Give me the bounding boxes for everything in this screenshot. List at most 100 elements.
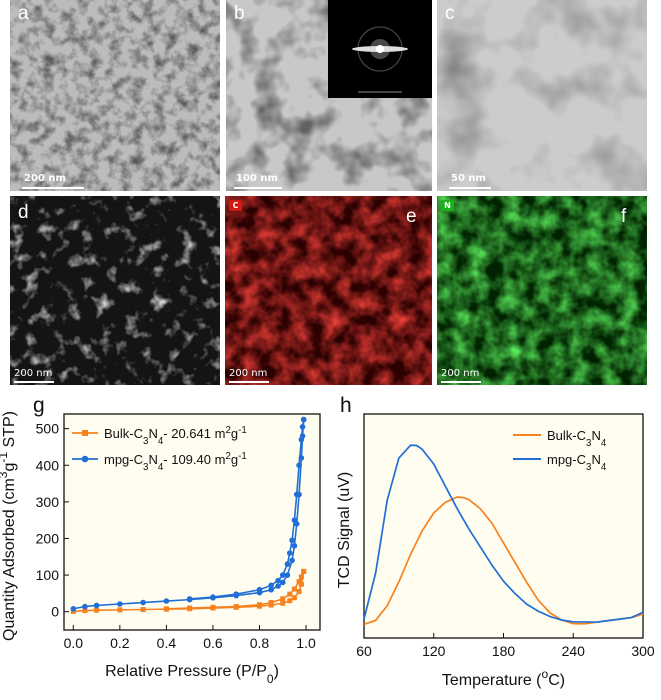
tem-texture-c <box>437 0 647 191</box>
tpd-chart: 60 120 180 240 300 Temperature (oC) TCD Signal… <box>336 413 655 689</box>
data-point-g <box>268 582 274 589</box>
saed-inset <box>328 0 432 98</box>
y-axis-label-h: TCD Signal (uV) <box>336 472 353 588</box>
data-point-g <box>256 586 263 593</box>
x-tick-label-g: 0.6 <box>203 635 223 651</box>
x-tick-label-g: 0.2 <box>110 635 130 651</box>
data-point-g <box>140 599 146 606</box>
data-point-g <box>298 574 304 580</box>
legend-marker-g <box>81 455 89 463</box>
data-point-g <box>82 608 88 614</box>
x-tick-label-h: 300 <box>631 643 655 659</box>
data-point-g <box>268 602 274 608</box>
data-point-g <box>287 598 293 604</box>
scalebar-c <box>449 187 491 189</box>
element-tag-nitrogen: N <box>441 200 454 211</box>
data-point-g <box>291 517 298 523</box>
chart-area: g h 0.0 0.2 0.4 0.6 0.8 1.0 0 100 200 300 400 500 Re… <box>0 394 655 689</box>
legend-label-h: Bulk-C3N4 <box>547 428 607 449</box>
eds-map-nitrogen: N f 200 nm <box>437 196 647 385</box>
data-point-g <box>301 568 307 574</box>
y-tick-label-g: 200 <box>36 530 60 546</box>
x-tick-label-g: 0.0 <box>64 635 84 651</box>
panel-letter-d: d <box>18 202 29 223</box>
data-point-g <box>284 572 291 578</box>
x-tick-label-h: 120 <box>422 643 446 659</box>
y-tick-label-g: 500 <box>36 421 60 437</box>
panel-letter-f: f <box>621 206 627 227</box>
panel-letter-b: b <box>234 3 245 24</box>
tem-texture-b <box>226 0 432 191</box>
data-point-g <box>289 537 295 544</box>
x-tick-label-g: 0.8 <box>250 635 270 651</box>
plot-frame-g <box>63 413 321 631</box>
tem-image-c: c 50 nm <box>437 0 647 191</box>
data-point-g <box>70 605 77 612</box>
data-point-g <box>280 600 286 606</box>
data-point-g <box>279 579 286 586</box>
data-point-g <box>284 561 291 567</box>
panel-letter-g: g <box>33 394 45 417</box>
series-line-h-1 <box>363 444 644 624</box>
scalebar-e <box>229 381 269 383</box>
legend-label-g: mpg-C3N4- 109.40 m2g-1 <box>104 451 247 473</box>
data-point-g <box>275 583 281 589</box>
data-point-g <box>233 604 239 610</box>
data-point-g <box>94 607 100 613</box>
scalebar-label-e: 200 nm <box>229 368 268 379</box>
tem-image-a: a 200 nm <box>10 0 220 191</box>
eds-texture-f <box>437 196 647 385</box>
eds-texture-e <box>225 196 432 385</box>
data-point-g <box>93 602 100 609</box>
legend-label-h: mpg-C3N4 <box>547 452 607 473</box>
y-tick-label-g: 100 <box>36 567 60 583</box>
scalebar-f <box>441 381 481 383</box>
y-tick-label-g: 400 <box>36 457 60 473</box>
x-axis-label-h: Temperature (oC) <box>442 667 565 689</box>
scalebar-b <box>234 187 282 189</box>
legend-marker-g <box>82 430 88 436</box>
data-point-g <box>117 601 123 607</box>
element-tag-carbon: C <box>229 200 242 211</box>
data-point-g <box>300 416 307 423</box>
data-point-g <box>163 606 169 612</box>
data-point-g <box>187 605 193 611</box>
data-point-g <box>279 572 286 578</box>
stem-texture-d <box>10 196 220 385</box>
x-axis-label-g: Relative Pressure (P/P0) <box>105 663 279 686</box>
data-point-g <box>117 607 123 613</box>
data-point-g <box>289 557 295 564</box>
data-point-g <box>293 491 300 498</box>
stem-image-d: d 200 nm <box>10 196 220 385</box>
data-point-g <box>299 424 306 430</box>
y-tick-label-g: 300 <box>36 494 60 510</box>
panel-letter-h: h <box>340 394 352 417</box>
scalebar-label-d: 200 nm <box>14 368 53 379</box>
data-point-g <box>163 598 170 604</box>
data-point-g <box>291 542 298 549</box>
data-point-g <box>291 595 297 601</box>
series-line-g-1-desorption <box>189 419 305 600</box>
scalebar-d <box>14 381 54 383</box>
x-tick-label-h: 240 <box>562 643 586 659</box>
panel-letter-e: e <box>406 206 417 227</box>
y-axis-label-g: Quantity Adsorbed (cm3g-1 STP) <box>0 411 18 641</box>
data-point-g <box>186 596 193 602</box>
data-point-g <box>140 606 146 612</box>
data-point-g <box>298 581 304 587</box>
tem-image-b: b 100 nm <box>226 0 432 191</box>
data-point-g <box>296 589 302 595</box>
data-point-g <box>210 604 216 610</box>
data-point-g <box>275 577 281 584</box>
scalebar-label-b: 100 nm <box>236 173 278 184</box>
data-point-g <box>268 600 274 606</box>
y-tick-label-g: 0 <box>51 604 59 620</box>
scalebar-label-c: 50 nm <box>451 173 486 184</box>
x-tick-label-g: 0.4 <box>157 635 177 651</box>
x-tick-label-g: 1.0 <box>296 635 316 651</box>
data-point-g <box>296 462 302 469</box>
data-point-g <box>233 591 240 597</box>
x-tick-label-h: 180 <box>492 643 516 659</box>
data-point-g <box>298 436 305 443</box>
scalebar-a <box>22 187 84 189</box>
